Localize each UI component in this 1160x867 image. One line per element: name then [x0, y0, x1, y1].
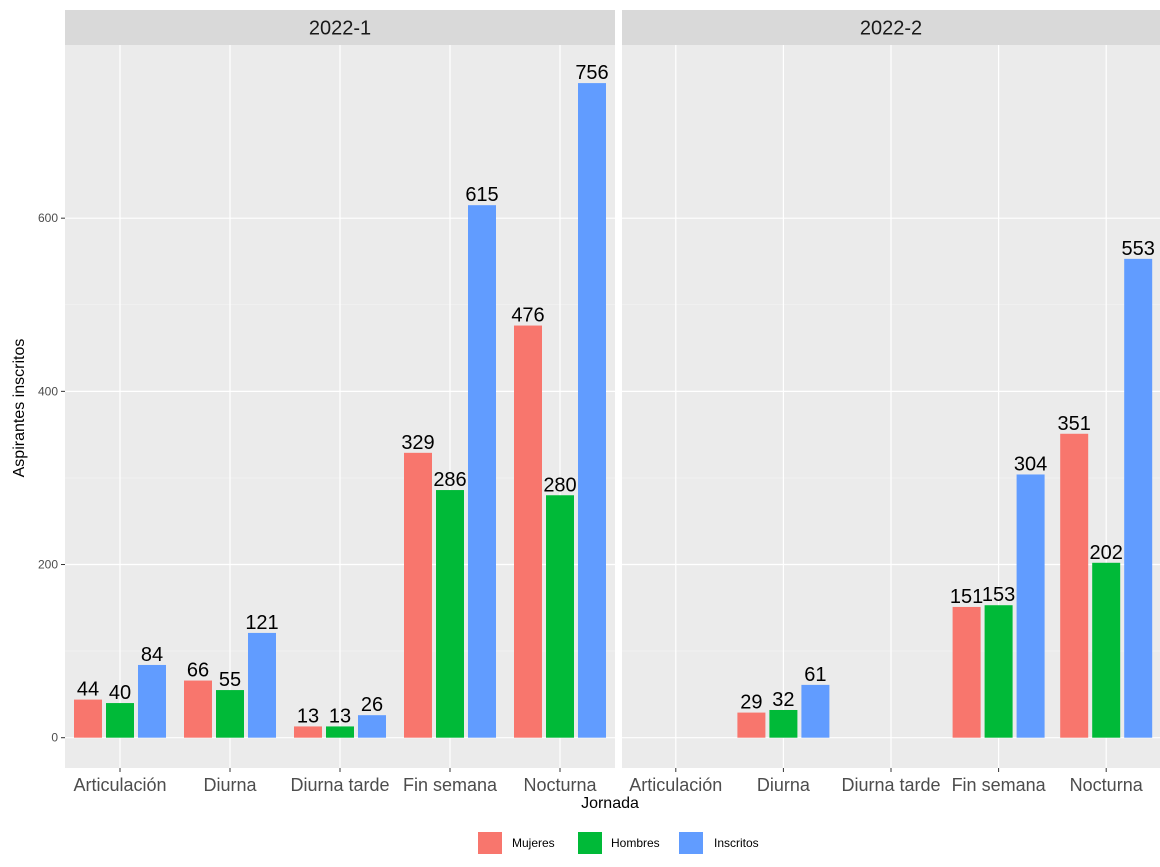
legend: Mujeres Hombres Inscritos [478, 832, 759, 854]
bar-hombres [106, 703, 134, 738]
bar-inscritos [578, 83, 606, 738]
panel-2022-2: 2022-2 Articulación Diurna Diurna tarde Fin … [622, 10, 1160, 795]
bar-value-label: 151 [950, 586, 983, 608]
legend-label: Mujeres [512, 836, 555, 850]
bar-mujeres [514, 325, 542, 738]
bar-value-label: 26 [361, 694, 383, 716]
x-tick-label: Fin semana [952, 775, 1047, 795]
bar-value-label: 84 [141, 644, 163, 666]
bar-inscritos [248, 632, 276, 738]
bar-hombres [326, 726, 354, 738]
bar-mujeres [737, 712, 766, 738]
x-tick-label: Diurna tarde [290, 775, 389, 795]
bar-hombres [1092, 562, 1121, 738]
bar-value-label: 351 [1058, 413, 1091, 435]
bar-hombres [984, 605, 1013, 738]
bar-value-label: 329 [401, 432, 434, 454]
x-tick-label: Nocturna [1070, 775, 1144, 795]
x-tick-label: Articulación [629, 775, 722, 795]
panel-2022-1: 2022-1 Articulación Diurna Diurna tarde Fin … [65, 10, 615, 795]
x-tick-label: Diurna [203, 775, 257, 795]
bar-value-label: 13 [329, 705, 351, 727]
y-axis-title: Aspirantes inscritos [11, 339, 28, 478]
bar-hombres [436, 490, 464, 738]
bar-hombres [546, 495, 574, 738]
x-tick-label: Diurna tarde [841, 775, 940, 795]
y-axis: 0 200 400 600 [38, 211, 65, 745]
bar-value-label: 61 [804, 664, 826, 686]
bar-mujeres [1060, 433, 1089, 738]
y-tick-label: 200 [38, 558, 58, 572]
bar-value-label: 153 [982, 584, 1015, 606]
bar-value-label: 13 [297, 705, 319, 727]
facet-strip [622, 10, 1160, 45]
bar-value-label: 304 [1014, 453, 1047, 475]
bar-inscritos [1016, 474, 1045, 738]
bar-value-label: 121 [245, 612, 278, 634]
legend-key-mujeres [478, 832, 502, 854]
bar-inscritos [358, 715, 386, 738]
bar-inscritos [1124, 258, 1153, 738]
bar-inscritos [801, 684, 830, 738]
y-tick-label: 400 [38, 384, 58, 398]
bar-hombres [769, 709, 798, 738]
bar-value-label: 202 [1090, 542, 1123, 564]
bar-mujeres [952, 606, 981, 738]
bar-mujeres [184, 680, 212, 738]
bar-value-label: 615 [465, 184, 498, 206]
bar-value-label: 44 [77, 679, 99, 701]
x-axis-title: Jornada [581, 795, 639, 812]
x-tick-label: Articulación [73, 775, 166, 795]
bar-mujeres [74, 699, 102, 738]
bar-value-label: 55 [219, 669, 241, 691]
facet-title: 2022-1 [309, 18, 371, 40]
facet-strip [65, 10, 615, 45]
bar-value-label: 29 [740, 692, 762, 714]
panels-layer: 2022-1 Articulación Diurna Diurna tarde Fin … [65, 10, 1160, 795]
legend-label: Hombres [611, 836, 660, 850]
bar-value-label: 280 [543, 474, 576, 496]
bar-value-label: 40 [109, 682, 131, 704]
x-tick-label: Diurna [757, 775, 811, 795]
bar-value-label: 476 [511, 305, 544, 327]
bar-value-label: 66 [187, 660, 209, 682]
x-tick-label: Nocturna [523, 775, 597, 795]
bar-mujeres [404, 452, 432, 738]
facet-title: 2022-2 [860, 18, 922, 40]
x-tick-label: Fin semana [403, 775, 498, 795]
bar-inscritos [468, 205, 496, 738]
bar-inscritos [138, 664, 166, 738]
bar-value-label: 286 [433, 469, 466, 491]
legend-label: Inscritos [714, 836, 759, 850]
legend-key-inscritos [679, 832, 703, 854]
y-tick-label: 600 [38, 211, 58, 225]
bar-value-label: 756 [575, 62, 608, 84]
y-tick-label: 0 [51, 731, 58, 745]
legend-key-hombres [578, 832, 602, 854]
bar-value-label: 553 [1122, 238, 1155, 260]
bar-mujeres [294, 726, 322, 738]
bar-value-label: 32 [772, 689, 794, 711]
bar-hombres [216, 690, 244, 738]
